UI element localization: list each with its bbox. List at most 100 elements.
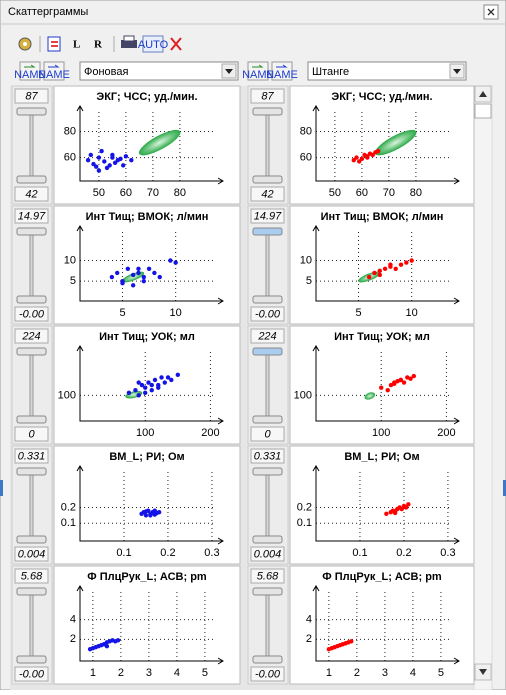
- slider-thumb-max[interactable]: [16, 227, 47, 236]
- slider-thumb-min[interactable]: [16, 295, 47, 304]
- slider-thumb-min[interactable]: [252, 295, 283, 304]
- slider-thumb-min[interactable]: [16, 415, 47, 424]
- y-tick-label: 2: [70, 633, 76, 645]
- slider-thumb-max[interactable]: [252, 467, 283, 476]
- auto-button[interactable]: AUTO: [138, 35, 169, 53]
- data-point: [379, 385, 384, 390]
- selector[interactable]: [307, 61, 467, 81]
- data-point: [404, 260, 409, 265]
- x-tick-label: 0.1: [116, 547, 131, 559]
- x-tick-label: 3: [146, 667, 152, 679]
- plot-title: Инт Тищ; УОК; мл: [334, 331, 430, 343]
- data-point: [159, 375, 164, 380]
- plot-title: ЭКГ; ЧСС; уд./мин.: [331, 91, 432, 103]
- data-point: [143, 513, 149, 518]
- slider-min-box: [250, 546, 285, 562]
- data-point: [110, 155, 115, 160]
- resize-handle[interactable]: [0, 480, 3, 496]
- y-tick-label: 100: [58, 389, 76, 401]
- x-tick-label: 4: [410, 667, 416, 679]
- x-tick-label: 5: [202, 667, 208, 679]
- confidence-ellipse: [364, 392, 376, 400]
- data-point: [388, 262, 393, 267]
- data-point: [149, 388, 154, 393]
- data-point: [146, 380, 151, 385]
- slider-min: -0.00: [19, 668, 45, 680]
- slider-min-box: [250, 186, 285, 202]
- slider-max-box: [14, 448, 49, 464]
- left-button[interactable]: L: [73, 39, 80, 51]
- x-tick-label: 2: [118, 667, 124, 679]
- plot-panel: [53, 325, 241, 445]
- slider-max: 87: [25, 90, 38, 102]
- close-button[interactable]: [483, 4, 499, 20]
- data-point: [175, 372, 181, 378]
- slider-thumb-min[interactable]: [252, 655, 283, 664]
- data-point: [136, 380, 141, 385]
- scrollbar[interactable]: [473, 85, 493, 691]
- plot-title: ВМ_L; РИ; Ом: [344, 451, 419, 463]
- axes: [312, 465, 460, 545]
- confidence-ellipse: [138, 129, 181, 156]
- x-tick-label: 1: [326, 667, 332, 679]
- name-button-label: NAME: [38, 69, 70, 81]
- plot-title: Ф ПлцРук_L; АСВ; pm: [87, 571, 207, 583]
- plot-panel: [53, 445, 241, 565]
- name-button-label: NAME: [14, 69, 46, 81]
- data-point: [156, 510, 162, 515]
- y-tick-label: 0.1: [61, 517, 76, 529]
- data-point: [392, 381, 397, 387]
- x-tick-label: 60: [120, 187, 132, 199]
- y-tick-label: 60: [64, 151, 76, 163]
- clear-button[interactable]: [170, 37, 182, 51]
- slider-max-box: [250, 448, 285, 464]
- plot-title: Инт Тищ; УОК; мл: [99, 331, 195, 343]
- print-button[interactable]: [121, 35, 137, 48]
- slider-thumb-min[interactable]: [16, 175, 47, 184]
- data-point: [126, 390, 132, 395]
- resize-handle[interactable]: [503, 480, 506, 496]
- swap-button[interactable]: [47, 36, 61, 52]
- slider-thumb-min[interactable]: [16, 535, 47, 544]
- slider-min: 0: [28, 428, 35, 440]
- data-point: [130, 272, 136, 278]
- slider-thumb-max[interactable]: [16, 467, 47, 476]
- slider-max: 14.97: [254, 210, 282, 222]
- slider-thumb-max[interactable]: [252, 107, 283, 116]
- slider-thumb-min[interactable]: [252, 535, 283, 544]
- data-point: [165, 375, 171, 380]
- y-tick-label: 0.2: [297, 501, 312, 513]
- slider-min-box: [14, 306, 49, 322]
- name-button-label: NAME: [242, 69, 274, 81]
- data-point: [354, 155, 359, 160]
- slider-thumb-max[interactable]: [252, 347, 283, 356]
- slider-thumb-min[interactable]: [252, 175, 283, 184]
- slider-thumb-max[interactable]: [16, 587, 47, 596]
- slider-thumb-max[interactable]: [252, 227, 283, 236]
- slider-min-box: [14, 426, 49, 442]
- slider-thumb-min[interactable]: [252, 415, 283, 424]
- slider-thumb-min[interactable]: [16, 655, 47, 664]
- plot-title: ЭКГ; ЧСС; уд./мин.: [96, 91, 197, 103]
- slider-min: -0.00: [255, 308, 281, 320]
- data-point: [136, 270, 141, 276]
- axes: [76, 105, 224, 185]
- axes: [312, 105, 460, 185]
- data-point: [162, 380, 167, 385]
- x-tick-label: 50: [329, 187, 341, 199]
- slider-track: [29, 227, 34, 303]
- settings-button[interactable]: [18, 37, 32, 51]
- right-button[interactable]: R: [94, 39, 103, 51]
- data-point: [136, 266, 141, 271]
- slider-thumb-max[interactable]: [252, 587, 283, 596]
- plot-panel: [289, 565, 475, 685]
- slider-thumb-max[interactable]: [16, 347, 47, 356]
- x-tick-label: 5: [355, 307, 361, 319]
- x-tick-label: 5: [438, 667, 444, 679]
- slider-thumb-max[interactable]: [16, 107, 47, 116]
- slider-min: 0.004: [254, 548, 282, 560]
- data-point: [349, 639, 354, 644]
- slider-min: -0.00: [19, 308, 45, 320]
- data-point: [357, 159, 362, 164]
- selector[interactable]: [79, 61, 239, 81]
